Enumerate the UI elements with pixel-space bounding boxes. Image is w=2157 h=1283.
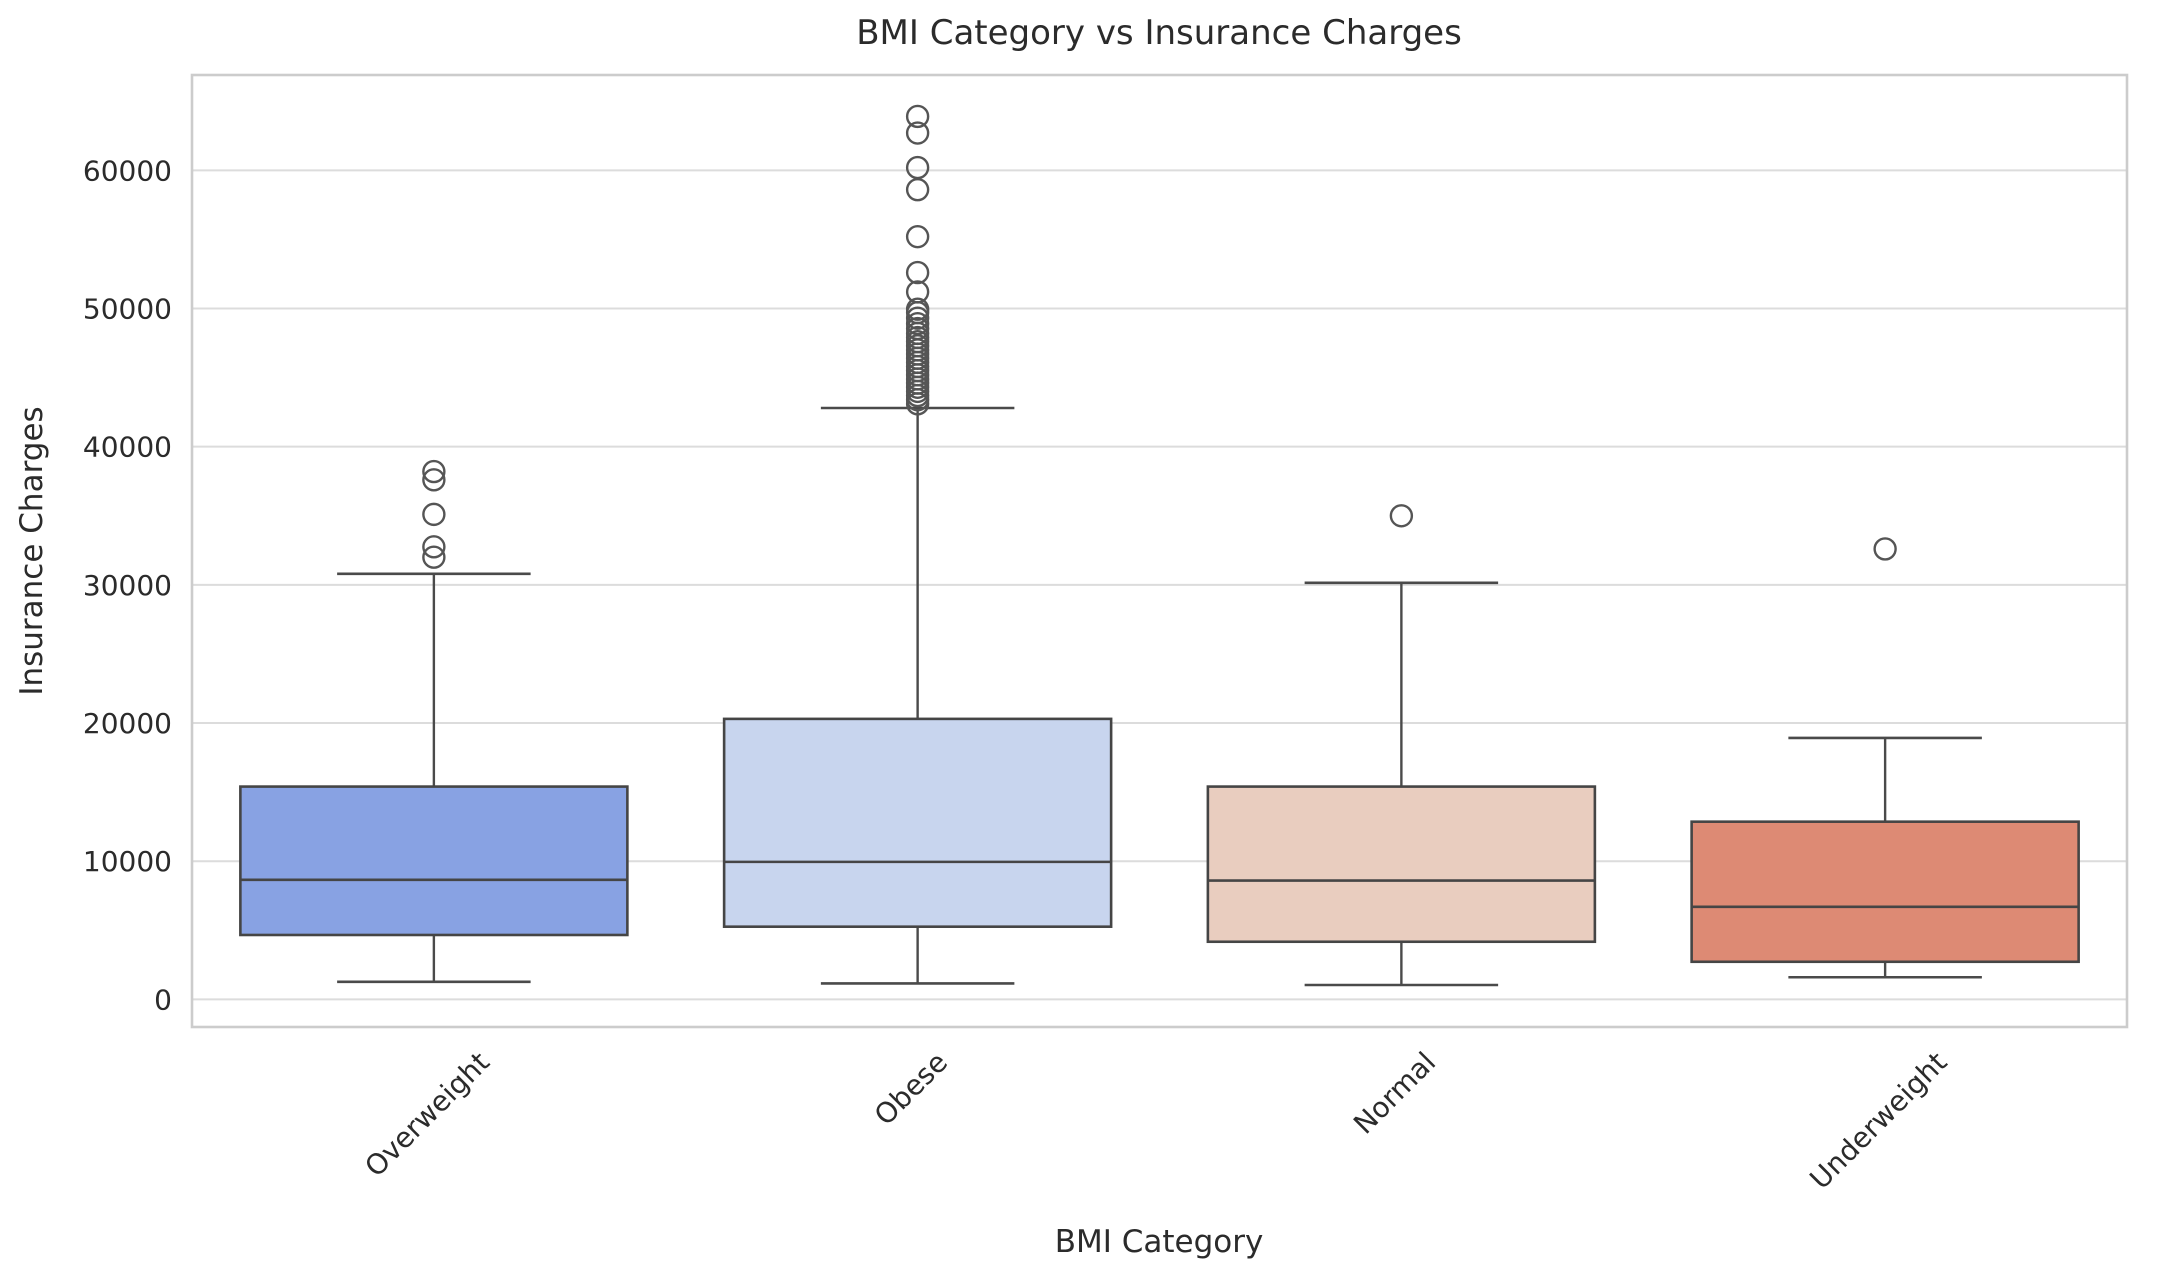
plot-area: 0 10000 20000 30000 40000 50000 60000 Overweigh… [83,73,2129,1196]
y-tick-label-20000: 20000 [83,707,172,740]
x-tick-label-normal: Normal [1347,1046,1442,1141]
box-obese [722,104,1113,985]
x-tick-label-underweight: Underweight [1803,1046,1953,1196]
outlier-point [905,224,930,249]
chart-title: BMI Category vs Insurance Charges [856,13,1462,53]
outlier-point [422,535,446,559]
outlier-point [905,312,930,336]
iqr-box [1206,785,1597,944]
plot-border [190,73,2129,1029]
iqr-box [239,785,629,937]
outlier-point [905,306,930,330]
box-overweight [239,459,629,984]
y-tick-label-10000: 10000 [83,845,172,878]
y-tick-label-0: 0 [154,983,172,1016]
outlier-point [1389,504,1414,528]
outlier-point [422,468,446,492]
x-tick-label-obese: Obese [868,1046,954,1132]
iqr-box [1690,820,2080,964]
y-tick-label-30000: 30000 [83,569,172,602]
outlier-point [905,104,930,129]
outlier-point [1873,537,1897,561]
box-normal [1206,504,1597,987]
y-axis-label: Insurance Charges [14,406,50,695]
outlier-point [422,545,446,569]
iqr-box [722,717,1113,928]
x-tick-label-overweight: Overweight [358,1046,496,1184]
y-tick-label-50000: 50000 [83,293,172,326]
y-tick-label-60000: 60000 [83,154,172,187]
outlier-point [422,459,446,484]
outlier-point [905,280,930,304]
outlier-point [905,155,930,180]
box-underweight [1690,537,2080,979]
outlier-point [422,502,446,527]
outlier-point [905,260,930,285]
outlier-point [905,297,930,321]
y-tick-label-40000: 40000 [83,431,172,464]
outlier-point [905,121,930,145]
x-axis-label: BMI Category [1055,1224,1264,1260]
